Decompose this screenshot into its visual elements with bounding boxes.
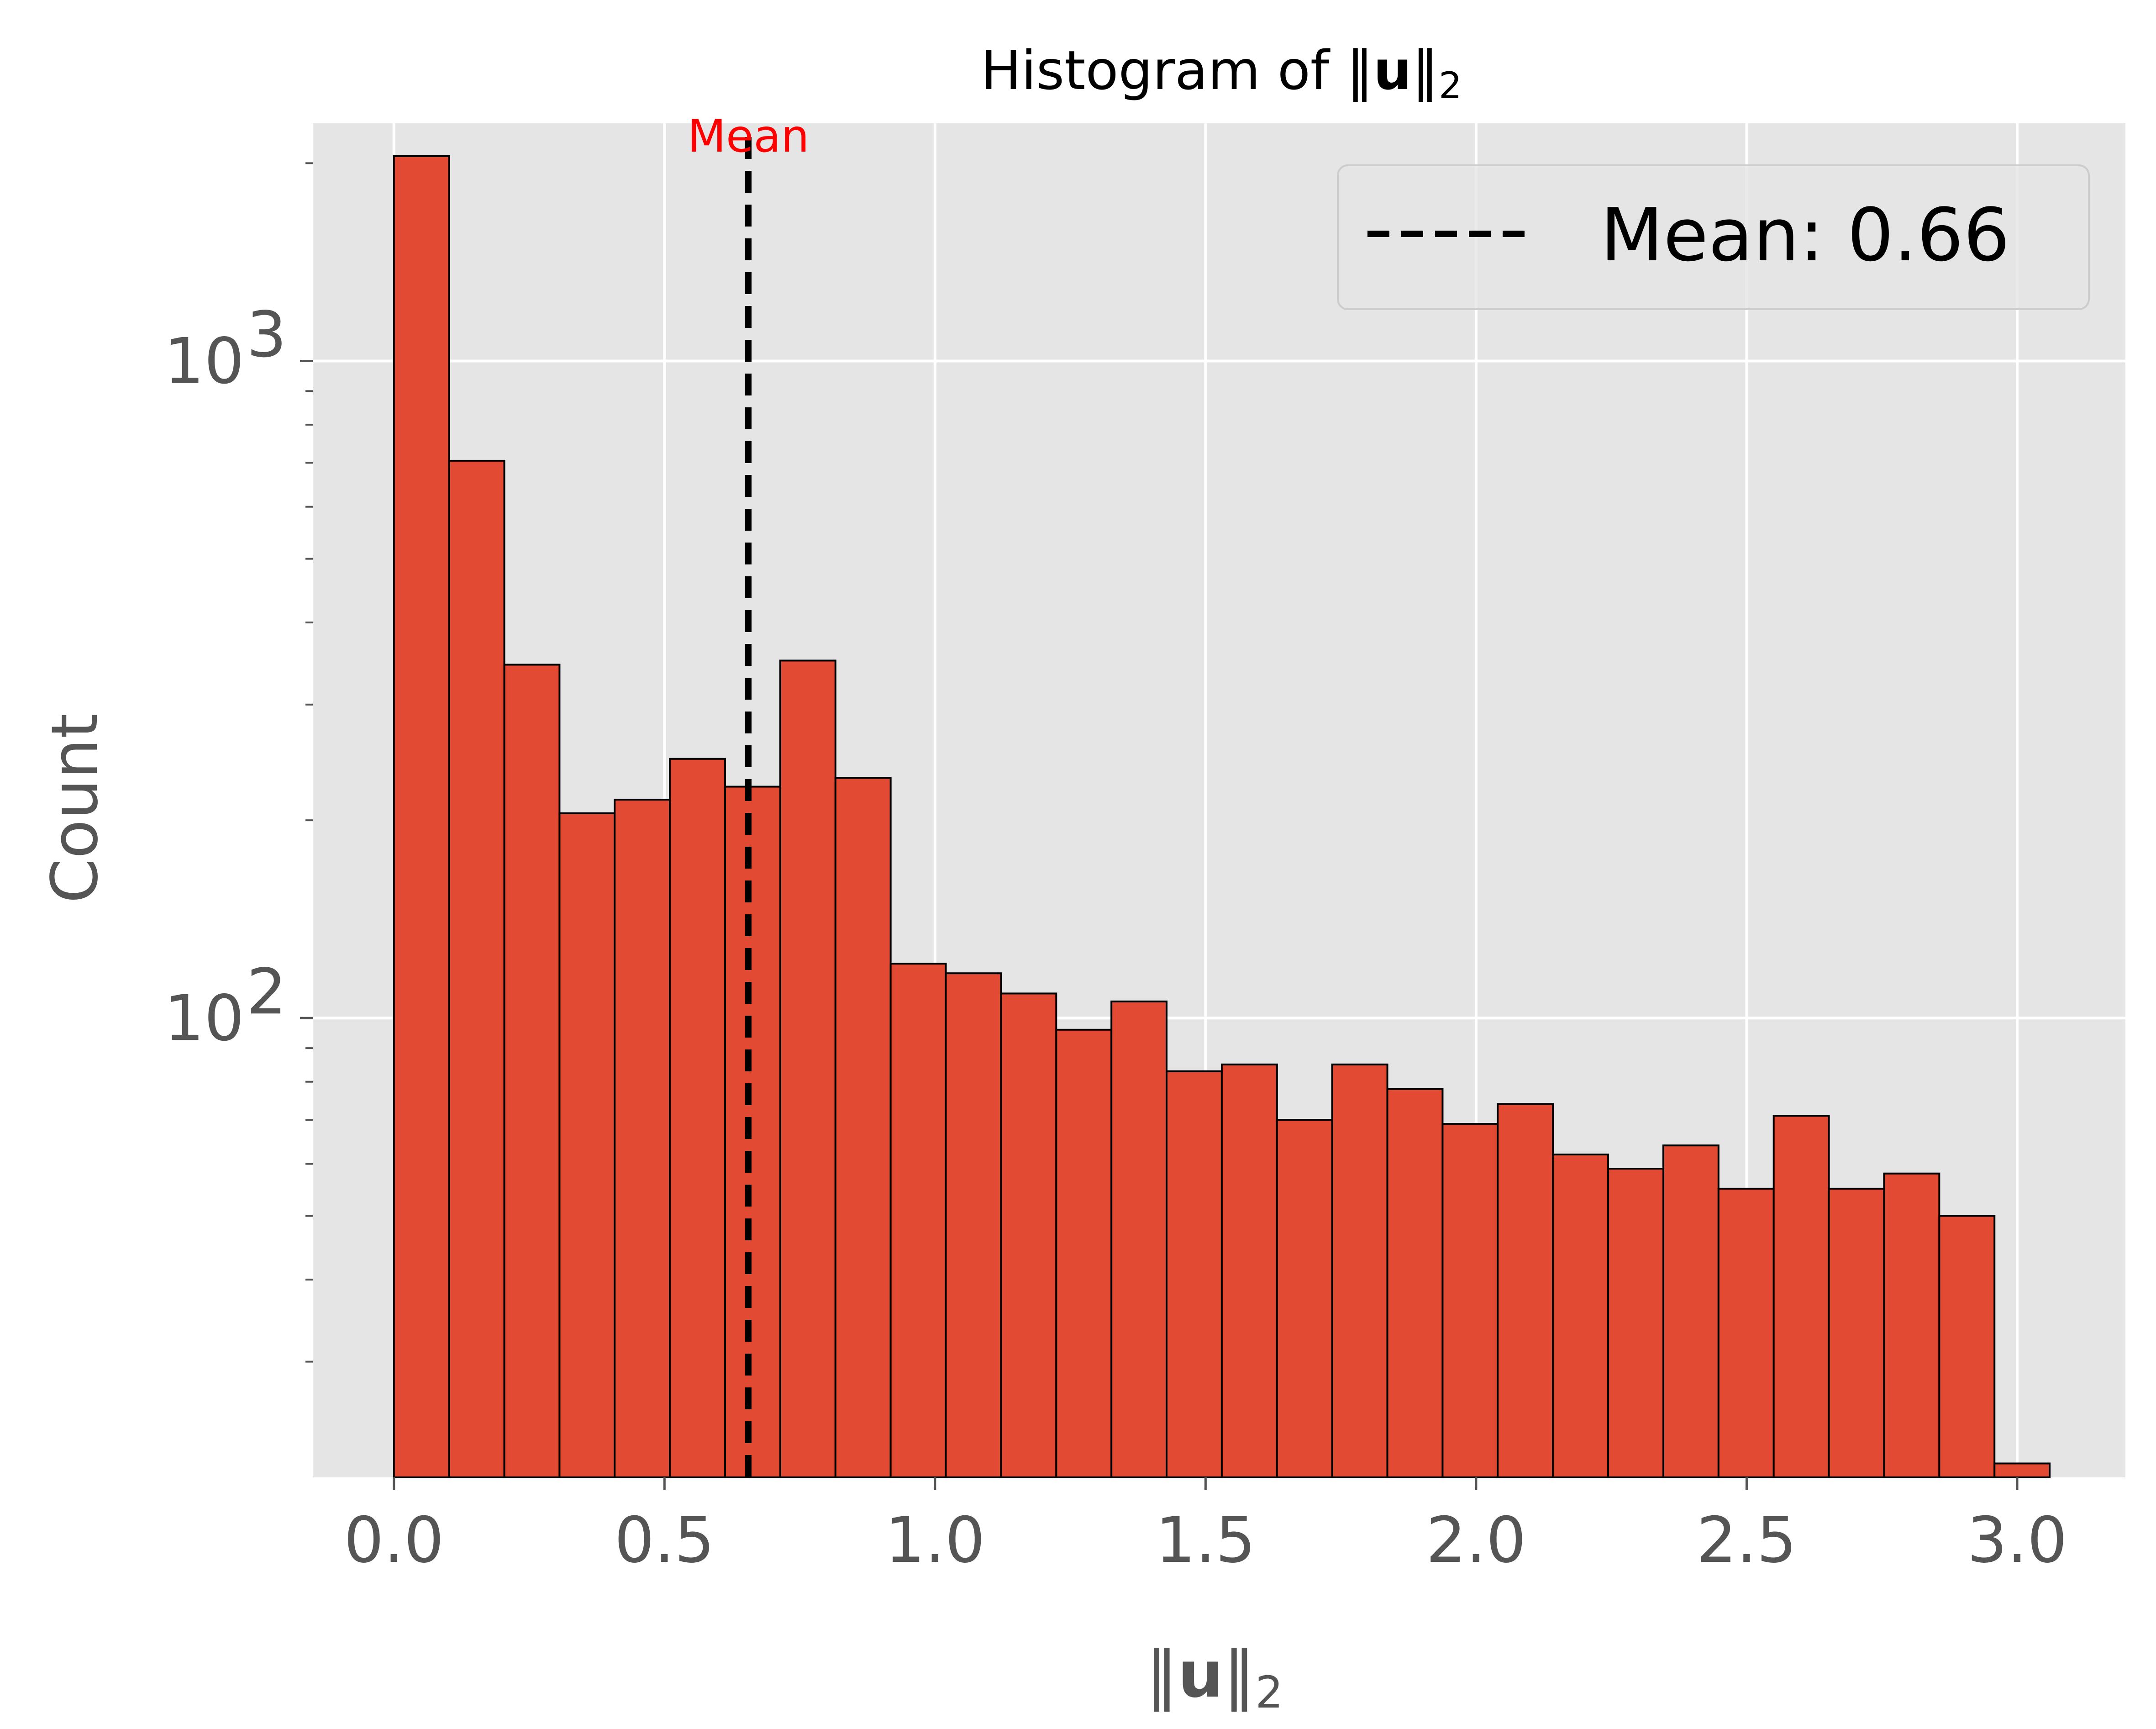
histogram-bar (503, 664, 561, 1478)
bars (393, 155, 2051, 1479)
y-tick-label: 10 (164, 324, 244, 398)
histogram-bar (724, 785, 781, 1478)
y-tick-exponent: 2 (247, 955, 287, 1028)
histogram-bar (1497, 1103, 1554, 1478)
legend-box (1337, 164, 2090, 310)
histogram-bar (1386, 1088, 1444, 1478)
legend-label: Mean: 0.66 (1600, 192, 2010, 278)
x-axis-ticks: 0.0 0.5 1.0 1.5 2.0 2.5 3.0 (344, 1477, 2067, 1577)
x-tick-label: 1.5 (1156, 1503, 1256, 1577)
histogram-bar (1441, 1123, 1499, 1479)
x-tick-label: 1.0 (885, 1503, 985, 1577)
histogram-bar (1276, 1119, 1333, 1479)
histogram-bar (1993, 1462, 2051, 1479)
histogram-bar (1331, 1063, 1388, 1478)
histogram-bar (1938, 1215, 1996, 1479)
histogram-bar (1607, 1168, 1664, 1479)
histogram-bar (669, 758, 726, 1478)
x-tick-label: 2.0 (1426, 1503, 1526, 1577)
x-tick-label: 0.0 (344, 1503, 444, 1577)
histogram-bar (1828, 1187, 1885, 1478)
x-axis-label: ‖u‖2 (1146, 1638, 1283, 1718)
histogram-bar (1552, 1154, 1609, 1479)
histogram-bar (1000, 992, 1057, 1478)
histogram-bar (1110, 1000, 1168, 1478)
histogram-bar (945, 972, 1002, 1479)
histogram-bar (834, 777, 892, 1478)
histogram-bar (779, 659, 836, 1478)
histogram-bar (1717, 1187, 1775, 1478)
histogram-bar (558, 812, 616, 1478)
histogram-bar (1772, 1115, 1830, 1478)
histogram-bar (889, 963, 947, 1478)
y-tick-label: 10 (164, 981, 244, 1055)
histogram-bar (448, 459, 505, 1478)
histogram-bar (614, 798, 671, 1478)
y-tick-exponent: 3 (247, 298, 287, 371)
histogram-bar (1055, 1028, 1113, 1478)
chart-title: Histogram of ‖u‖2 (981, 39, 1462, 107)
x-tick-label: 0.5 (615, 1503, 715, 1577)
histogram-bar (1883, 1172, 1940, 1478)
histogram-bar (1220, 1063, 1278, 1478)
histogram-bar (393, 155, 450, 1478)
mean-label: Mean (687, 111, 809, 163)
histogram-bar (1166, 1070, 1223, 1478)
x-tick-label: 3.0 (1967, 1503, 2067, 1577)
x-tick-label: 2.5 (1697, 1503, 1797, 1577)
histogram-bar (1662, 1144, 1720, 1478)
y-axis-label: Count (38, 713, 112, 903)
legend: Mean: 0.66 (1337, 164, 2090, 310)
